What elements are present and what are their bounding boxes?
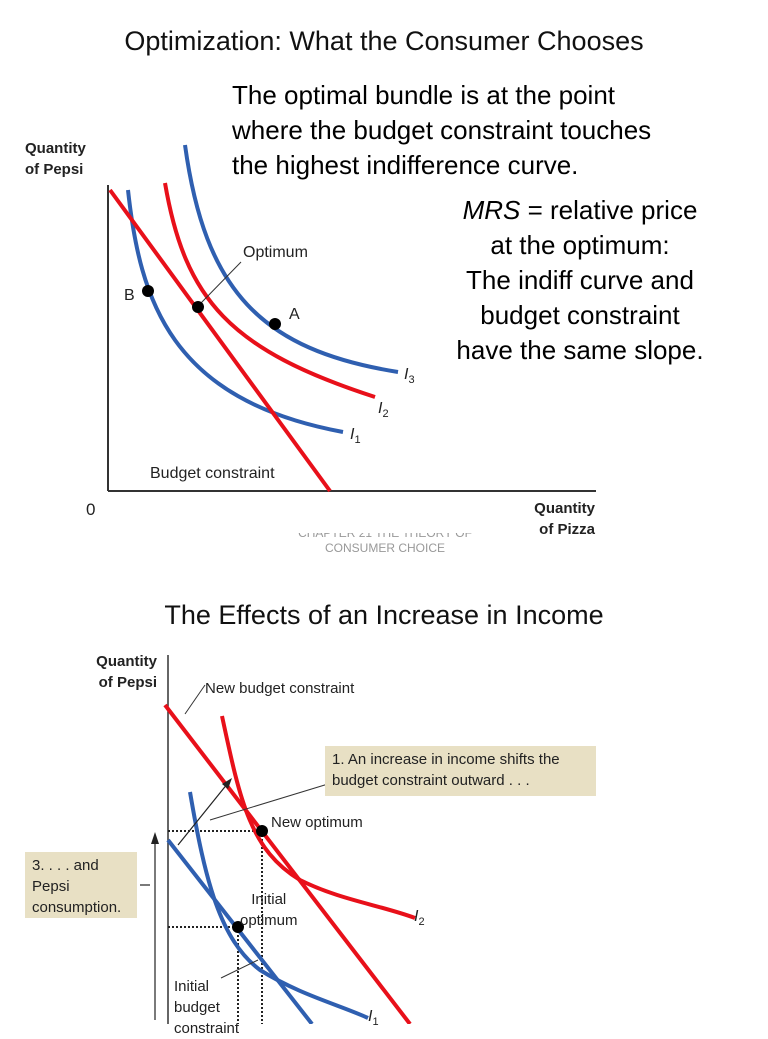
indifference-curve-i2 <box>163 182 376 399</box>
curve-sub: 2 <box>382 408 389 421</box>
new-budget-leader <box>184 684 206 715</box>
label-line: of Pepsi <box>98 674 157 691</box>
box-line: budget constraint outward . . . <box>332 772 530 789</box>
curve-sub: 1 <box>354 434 361 447</box>
box-line: 1. An increase in income shifts the <box>332 751 560 768</box>
mrs-rest: = relative price <box>520 195 698 225</box>
slide-title: Optimization: What the Consumer Chooses <box>124 26 644 56</box>
initial-optimum-point <box>232 921 244 933</box>
text-line: The optimal bundle is at the point <box>232 80 616 110</box>
curve-sub: 1 <box>372 1016 379 1029</box>
initial-budget-leader <box>220 959 259 979</box>
text-line: The indiff curve and <box>466 265 694 295</box>
label-line: Initial <box>251 891 287 908</box>
budget-constraint-line <box>108 188 332 493</box>
pepsi-consumption-box: 3. . . . and Pepsi consumption. <box>25 852 137 918</box>
optimal-bundle-text: The optimal bundle is at the point where… <box>232 78 651 183</box>
y-axis-label-2: Quantity of Pepsi <box>92 651 157 693</box>
curve-label-i1-b: I1 <box>368 1008 379 1028</box>
new-budget-label: New budget constraint <box>205 680 355 697</box>
new-optimum-label: New optimum <box>271 814 363 831</box>
curve-name: I <box>378 400 383 417</box>
y-axis-label: Quantity of Pepsi <box>25 138 86 180</box>
curve-label-i3: I3 <box>404 366 415 386</box>
footer-line: CHAPTER 21 THE THEORY OF <box>298 533 472 540</box>
label-line: optimum <box>240 912 298 929</box>
curve-sub: 3 <box>408 374 415 387</box>
curve-name: I <box>350 426 355 443</box>
slide-title-2: The Effects of an Increase in Income <box>164 600 604 630</box>
optimum-point <box>192 301 204 313</box>
curve-label-i1: I1 <box>350 426 361 446</box>
indifference-curve-i2-b <box>220 715 416 920</box>
footer-line: CONSUMER CHOICE <box>324 541 445 555</box>
mrs-line: MRS = relative price <box>430 193 730 228</box>
point-b-label: B <box>124 287 135 304</box>
curve-name: I <box>368 1008 373 1025</box>
pepsi-arrow-head <box>151 832 159 844</box>
new-budget-constraint-line <box>163 703 412 1024</box>
text-line: the highest indifference curve. <box>232 150 579 180</box>
point-a <box>269 318 281 330</box>
income-increase-box: 1. An increase in income shifts the budg… <box>325 746 596 796</box>
new-optimum-point <box>256 825 268 837</box>
indifference-curve-i3 <box>183 144 399 374</box>
mrs-term: MRS <box>462 195 521 225</box>
origin-label: 0 <box>86 500 96 519</box>
label-line: Initial <box>174 978 210 995</box>
text-line: where the budget constraint touches <box>232 115 652 145</box>
label-line: Quantity <box>96 653 157 670</box>
label-line: Quantity <box>25 140 86 157</box>
box-line: Pepsi <box>32 878 70 895</box>
label-line: budget <box>174 999 220 1016</box>
box-line: 3. . . . and <box>32 857 99 874</box>
curve-name: I <box>404 366 409 383</box>
text-line: budget constraint <box>480 300 680 330</box>
slide-footer: CHAPTER 21 THE THEORY OF CONSUMER CHOICE <box>230 533 540 556</box>
curve-name: I <box>414 908 419 925</box>
text-line: at the optimum: <box>490 230 670 260</box>
label-line: of Pepsi <box>25 161 84 178</box>
optimum-leader <box>200 261 242 304</box>
outward-arrow-head <box>222 778 232 789</box>
initial-budget-label: Initial budget constraint <box>174 976 239 1039</box>
label-line: Quantity <box>534 500 595 517</box>
point-b <box>142 285 154 297</box>
curve-label-i2: I2 <box>378 400 389 420</box>
mrs-text: MRS = relative price at the optimum: The… <box>430 193 730 368</box>
curve-sub: 2 <box>418 916 425 929</box>
curve-label-i2-b: I2 <box>414 908 425 928</box>
budget-constraint-label: Budget constraint <box>150 465 275 482</box>
label-line: of Pizza <box>539 521 595 538</box>
text-line: have the same slope. <box>456 335 704 365</box>
box-line: consumption. <box>32 899 122 916</box>
initial-optimum-label: Initial optimum <box>240 889 298 931</box>
optimum-label: Optimum <box>243 244 308 261</box>
point-a-label: A <box>289 306 300 323</box>
outward-shift-arrow <box>177 782 229 846</box>
label-line: constraint <box>174 1020 240 1037</box>
x-axis-label: Quantity of Pizza <box>500 498 595 540</box>
box1-leader <box>209 783 329 821</box>
indifference-curve-i1-b <box>188 791 369 1020</box>
indifference-curve-i1 <box>126 189 344 434</box>
